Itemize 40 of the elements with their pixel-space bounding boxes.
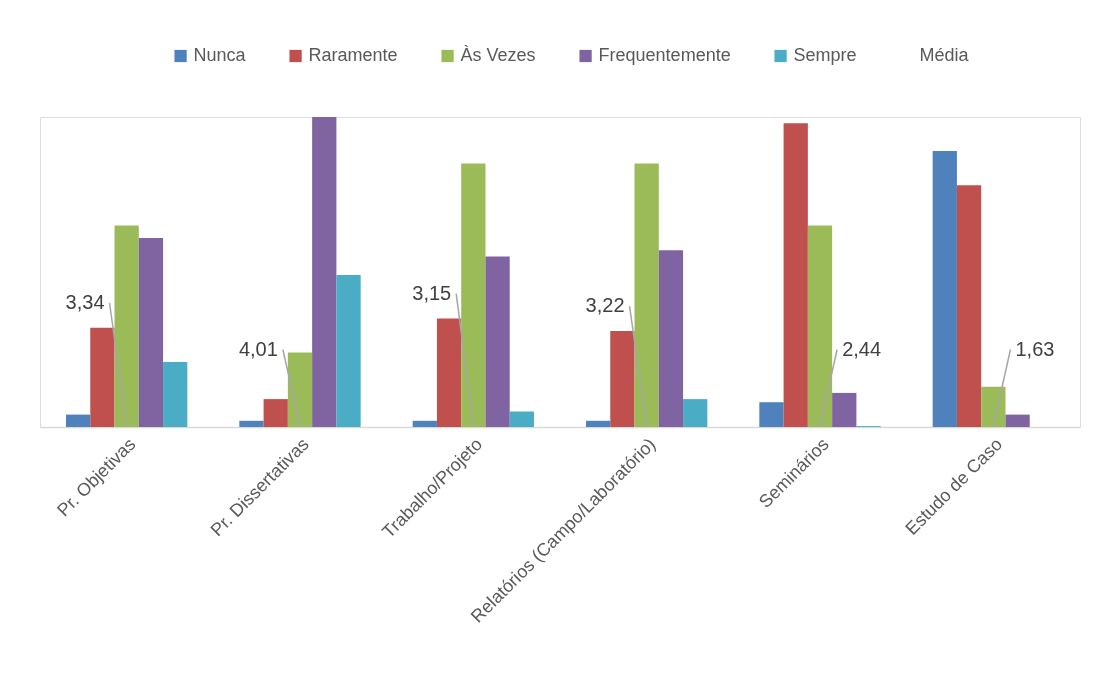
bar [658, 250, 684, 427]
bar [263, 399, 288, 427]
bar [114, 225, 139, 427]
bar [610, 330, 635, 427]
bar [163, 361, 188, 427]
legend-label: Sempre [793, 45, 857, 65]
bar [683, 399, 708, 427]
bar [436, 318, 462, 427]
bar [138, 237, 164, 427]
bar [461, 163, 486, 427]
bar [783, 123, 808, 427]
bar [239, 420, 264, 427]
annotation: 2,44 [842, 337, 882, 360]
bar [336, 275, 361, 427]
bar [90, 327, 115, 427]
bar [807, 225, 833, 427]
legend-label: Raramente [308, 45, 398, 65]
legend-label: Frequentemente [598, 45, 731, 65]
bar [287, 352, 313, 427]
bar [485, 256, 510, 427]
bar [634, 163, 659, 427]
annotation: 3,22 [585, 294, 625, 317]
legend-label: Nunca [193, 45, 247, 65]
text: Média [919, 45, 970, 65]
bar [312, 117, 337, 427]
bar [1005, 414, 1030, 427]
bar [956, 185, 982, 427]
bar [981, 386, 1006, 427]
annotation: 3,34 [65, 291, 105, 313]
bar [509, 411, 534, 427]
annotation: 4,01 [238, 337, 278, 360]
bar [932, 151, 957, 427]
annotation: 1,63 [1015, 337, 1055, 360]
bar [412, 420, 437, 427]
legend-label: Às Vezes [460, 45, 536, 65]
bar [832, 392, 857, 427]
bar [759, 402, 784, 427]
bar [66, 414, 91, 427]
bar [586, 420, 611, 427]
annotation: 3,15 [412, 281, 452, 304]
